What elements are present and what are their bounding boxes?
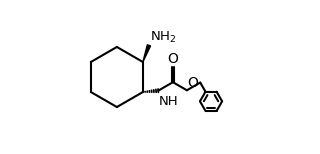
- Text: O: O: [167, 52, 178, 66]
- Text: NH: NH: [159, 95, 179, 107]
- Text: NH$_2$: NH$_2$: [150, 29, 176, 45]
- Text: O: O: [188, 75, 198, 89]
- Polygon shape: [143, 45, 150, 62]
